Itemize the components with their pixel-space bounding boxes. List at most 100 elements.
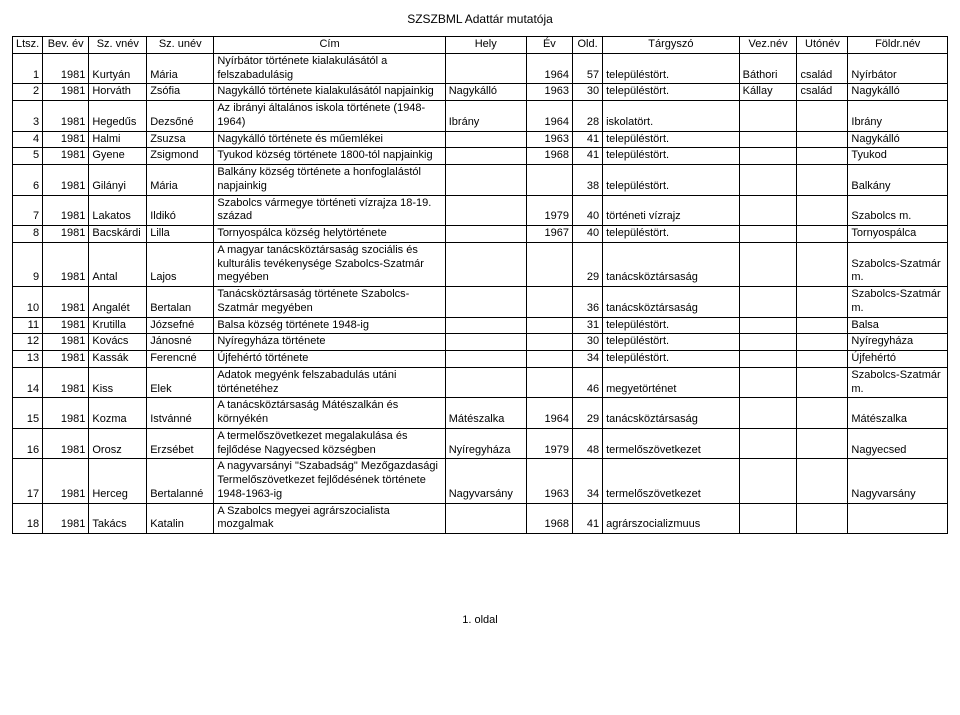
cell-szvnev: Gilányi — [89, 165, 147, 196]
cell-veznev — [739, 287, 797, 318]
table-row: 21981HorváthZsófiaNagykálló története ki… — [13, 84, 948, 101]
cell-hely — [445, 351, 526, 368]
cell-veznev — [739, 101, 797, 132]
cell-ltsz: 8 — [13, 226, 43, 243]
cell-cim: Adatok megyénk felszabadulás utáni törté… — [214, 367, 445, 398]
cell-targy: településtört. — [603, 84, 740, 101]
cell-targy: településtört. — [603, 131, 740, 148]
cell-cim: A Szabolcs megyei agrárszocialista mozga… — [214, 503, 445, 534]
cell-ltsz: 7 — [13, 195, 43, 226]
cell-old: 41 — [573, 131, 603, 148]
cell-targy: iskolatört. — [603, 101, 740, 132]
cell-foldr: Szabolcs-Szatmár m. — [848, 367, 948, 398]
cell-utonev — [797, 226, 848, 243]
table-row: 141981KissElekAdatok megyénk felszabadul… — [13, 367, 948, 398]
cell-bevev: 1981 — [43, 398, 89, 429]
cell-ltsz: 10 — [13, 287, 43, 318]
cell-bevev: 1981 — [43, 84, 89, 101]
cell-szvnev: Krutilla — [89, 317, 147, 334]
table-row: 51981GyeneZsigmondTyukod község történet… — [13, 148, 948, 165]
cell-szvnev: Horváth — [89, 84, 147, 101]
cell-old: 28 — [573, 101, 603, 132]
cell-cim: Balsa község története 1948-ig — [214, 317, 445, 334]
cell-ev: 1967 — [526, 226, 572, 243]
cell-old: 36 — [573, 287, 603, 318]
cell-veznev — [739, 165, 797, 196]
col-foldr: Földr.név — [848, 37, 948, 54]
cell-bevev: 1981 — [43, 101, 89, 132]
cell-bevev: 1981 — [43, 459, 89, 503]
cell-hely: Nagykálló — [445, 84, 526, 101]
cell-szunev: Elek — [147, 367, 214, 398]
cell-utonev — [797, 334, 848, 351]
cell-cim: Nyírbátor története kialakulásától a fel… — [214, 53, 445, 84]
cell-ltsz: 3 — [13, 101, 43, 132]
cell-ltsz: 14 — [13, 367, 43, 398]
cell-ltsz: 2 — [13, 84, 43, 101]
col-hely: Hely — [445, 37, 526, 54]
records-table: Ltsz. Bev. év Sz. vnév Sz. unév Cím Hely… — [12, 36, 948, 534]
cell-foldr: Szabolcs-Szatmár m. — [848, 242, 948, 286]
cell-hely: Nyíregyháza — [445, 428, 526, 459]
cell-cim: Nagykálló története kialakulásától napja… — [214, 84, 445, 101]
cell-veznev — [739, 242, 797, 286]
cell-targy: termelőszövetkezet — [603, 428, 740, 459]
cell-hely: Ibrány — [445, 101, 526, 132]
cell-ev: 1964 — [526, 398, 572, 429]
cell-cim: Szabolcs vármegye történeti vízrajza 18-… — [214, 195, 445, 226]
col-cim: Cím — [214, 37, 445, 54]
cell-foldr: Szabolcs m. — [848, 195, 948, 226]
cell-foldr: Balsa — [848, 317, 948, 334]
cell-szvnev: Orosz — [89, 428, 147, 459]
cell-targy: településtört. — [603, 351, 740, 368]
cell-szunev: Bertalanné — [147, 459, 214, 503]
cell-targy: településtört. — [603, 53, 740, 84]
cell-bevev: 1981 — [43, 165, 89, 196]
cell-cim: A termelőszövetkezet megalakulása és fej… — [214, 428, 445, 459]
cell-cim: Nagykálló története és műemlékei — [214, 131, 445, 148]
cell-utonev — [797, 317, 848, 334]
cell-ltsz: 4 — [13, 131, 43, 148]
cell-veznev — [739, 195, 797, 226]
cell-ev: 1979 — [526, 428, 572, 459]
table-row: 11981KurtyánMáriaNyírbátor története kia… — [13, 53, 948, 84]
cell-old: 48 — [573, 428, 603, 459]
cell-szunev: Zsuzsa — [147, 131, 214, 148]
cell-bevev: 1981 — [43, 148, 89, 165]
cell-bevev: 1981 — [43, 334, 89, 351]
cell-ltsz: 13 — [13, 351, 43, 368]
cell-foldr: Balkány — [848, 165, 948, 196]
cell-targy: tanácsköztársaság — [603, 287, 740, 318]
cell-old: 29 — [573, 398, 603, 429]
cell-old: 29 — [573, 242, 603, 286]
cell-utonev — [797, 101, 848, 132]
table-row: 161981OroszErzsébetA termelőszövetkezet … — [13, 428, 948, 459]
col-ev: Év — [526, 37, 572, 54]
cell-veznev — [739, 317, 797, 334]
col-old: Old. — [573, 37, 603, 54]
cell-foldr: Nagyecsed — [848, 428, 948, 459]
cell-cim: Tanácsköztársaság története Szabolcs-Sza… — [214, 287, 445, 318]
cell-targy: településtört. — [603, 334, 740, 351]
table-row: 71981LakatosIldikóSzabolcs vármegye tört… — [13, 195, 948, 226]
cell-hely — [445, 195, 526, 226]
cell-ev — [526, 317, 572, 334]
cell-bevev: 1981 — [43, 428, 89, 459]
cell-utonev — [797, 287, 848, 318]
cell-bevev: 1981 — [43, 317, 89, 334]
cell-ltsz: 9 — [13, 242, 43, 286]
col-veznev: Vez.név — [739, 37, 797, 54]
cell-foldr: Nyíregyháza — [848, 334, 948, 351]
cell-old: 34 — [573, 351, 603, 368]
cell-ltsz: 1 — [13, 53, 43, 84]
cell-veznev — [739, 428, 797, 459]
cell-hely — [445, 503, 526, 534]
cell-hely: Nagyvarsány — [445, 459, 526, 503]
table-row: 61981GilányiMáriaBalkány község történet… — [13, 165, 948, 196]
cell-utonev — [797, 398, 848, 429]
cell-old: 41 — [573, 148, 603, 165]
cell-szunev: Mária — [147, 53, 214, 84]
doc-title: SZSZBML Adattár mutatója — [12, 12, 948, 26]
cell-targy: történeti vízrajz — [603, 195, 740, 226]
cell-veznev — [739, 459, 797, 503]
